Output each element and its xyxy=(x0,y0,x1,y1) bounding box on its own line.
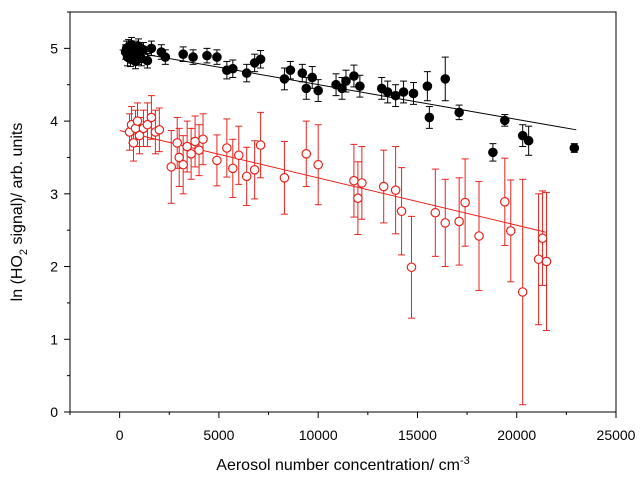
data-point xyxy=(537,233,548,243)
data-point xyxy=(313,85,323,96)
axes-ticks: 0 5000 10000 15000 20000 25000 0 1 2 3 4 5 xyxy=(50,11,636,443)
data-point xyxy=(406,262,417,273)
data-point xyxy=(349,71,359,81)
data-point xyxy=(398,87,409,97)
data-point xyxy=(128,138,139,148)
data-point xyxy=(279,74,290,84)
plot-frame xyxy=(69,11,617,413)
data-point xyxy=(424,112,435,123)
y-tick-label: 2 xyxy=(50,259,58,275)
data-point xyxy=(353,193,363,203)
data-point xyxy=(182,141,192,152)
data-point xyxy=(241,68,252,78)
data-point xyxy=(541,256,552,267)
data-point xyxy=(313,159,323,170)
data-point xyxy=(440,218,451,228)
data-point xyxy=(390,185,401,195)
y-tick-label: 3 xyxy=(50,186,58,202)
data-point xyxy=(222,143,232,153)
data-point xyxy=(408,88,419,99)
data-point xyxy=(285,65,296,75)
data-point xyxy=(440,74,451,84)
data-point xyxy=(505,226,516,236)
x-tick-label: 5000 xyxy=(203,427,234,443)
data-point xyxy=(146,43,157,54)
data-point xyxy=(357,178,367,188)
data-point xyxy=(160,52,171,62)
data-point xyxy=(422,81,433,91)
data-point xyxy=(228,63,238,74)
data-point xyxy=(500,115,510,126)
data-point xyxy=(307,72,318,83)
data-point xyxy=(517,130,528,141)
data-point xyxy=(396,206,407,217)
data-point xyxy=(523,135,534,146)
data-point xyxy=(186,149,196,159)
data-point xyxy=(301,149,312,159)
data-point xyxy=(454,107,464,118)
data-point xyxy=(569,143,580,153)
data-point xyxy=(255,140,266,150)
data-point xyxy=(154,125,165,135)
data-point xyxy=(474,231,484,241)
data-point xyxy=(190,136,200,147)
x-tick-label: 0 xyxy=(116,427,124,443)
series-group xyxy=(119,36,580,162)
data-point xyxy=(454,216,464,227)
data-point xyxy=(279,173,290,183)
data-point xyxy=(142,119,153,130)
data-point xyxy=(255,54,266,65)
data-point xyxy=(174,152,184,163)
data-point xyxy=(202,50,212,61)
data-point xyxy=(533,254,544,265)
data-point xyxy=(134,130,145,141)
data-point xyxy=(249,165,260,175)
data-point xyxy=(142,55,153,66)
data-point xyxy=(228,163,238,174)
data-point xyxy=(337,83,347,94)
data-point xyxy=(488,147,498,158)
data-point xyxy=(172,138,183,148)
data-point xyxy=(194,145,204,155)
y-tick-label: 4 xyxy=(50,113,58,129)
data-point xyxy=(233,150,244,161)
y-tick-label: 0 xyxy=(50,404,58,420)
data-point xyxy=(297,68,308,78)
x-axis-title: Aerosol number concentration/ cm-3 xyxy=(216,455,469,474)
data-point xyxy=(188,52,198,62)
data-point xyxy=(355,81,365,91)
data-point xyxy=(132,116,143,126)
data-point xyxy=(146,112,157,123)
y-tick-label: 5 xyxy=(50,40,58,56)
data-point xyxy=(349,175,359,186)
data-point xyxy=(430,207,441,218)
data-point xyxy=(378,181,389,192)
series-group xyxy=(119,95,552,406)
data-point xyxy=(198,134,208,145)
plot-area xyxy=(119,36,580,406)
data-point xyxy=(178,159,188,170)
data-point xyxy=(212,155,222,166)
data-point xyxy=(500,197,510,207)
x-tick-label: 15000 xyxy=(398,427,437,443)
data-point xyxy=(212,52,222,62)
x-tick-label: 25000 xyxy=(597,427,636,443)
data-point xyxy=(341,76,351,86)
data-point xyxy=(178,49,188,59)
x-tick-label: 10000 xyxy=(299,427,338,443)
data-point xyxy=(301,83,312,94)
data-point xyxy=(460,197,470,208)
x-tick-label: 20000 xyxy=(497,427,536,443)
data-point xyxy=(382,87,393,97)
data-point xyxy=(166,162,177,172)
data-point xyxy=(390,90,401,101)
fit-line xyxy=(119,49,577,131)
data-point xyxy=(138,45,149,55)
y-tick-label: 1 xyxy=(50,331,58,347)
data-point xyxy=(517,287,528,297)
data-point xyxy=(241,171,252,182)
y-axis-title: ln (HO2 signal)/ arb. units xyxy=(9,123,30,302)
